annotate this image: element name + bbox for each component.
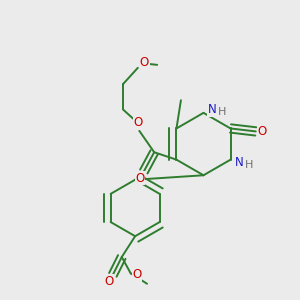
- Text: N: N: [207, 103, 216, 116]
- Text: H: H: [245, 160, 253, 170]
- Text: O: O: [140, 56, 149, 69]
- Text: O: O: [136, 172, 145, 184]
- Text: N: N: [235, 156, 243, 169]
- Text: O: O: [134, 116, 143, 129]
- Text: H: H: [218, 107, 226, 117]
- Text: O: O: [133, 268, 142, 281]
- Text: O: O: [258, 125, 267, 138]
- Text: O: O: [105, 275, 114, 288]
